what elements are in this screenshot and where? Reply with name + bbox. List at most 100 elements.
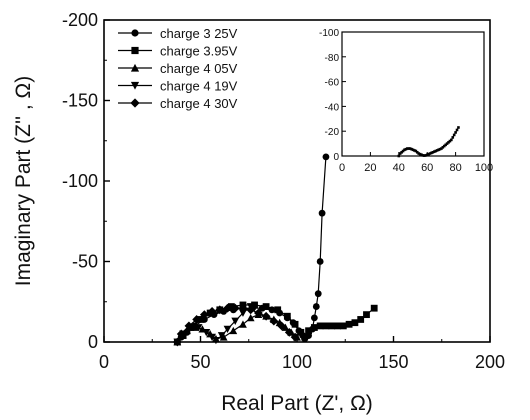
- x-axis-label: Real Part (Z', Ω): [221, 392, 373, 415]
- inset-data-point: [421, 154, 425, 157]
- data-point: [283, 312, 291, 320]
- data-point: [370, 304, 378, 312]
- inset-data-point: [397, 154, 401, 158]
- data-point: [328, 322, 336, 330]
- inset-data-point: [444, 143, 447, 147]
- data-point: [301, 333, 309, 341]
- inset-data-point: [442, 144, 446, 148]
- data-point: [277, 321, 286, 331]
- inset-data-point: [428, 152, 432, 155]
- x-tick-label: 150: [378, 352, 408, 372]
- data-point: [345, 320, 353, 328]
- inset-x-tick-label: 40: [393, 162, 405, 174]
- data-point: [208, 333, 216, 342]
- data-point: [318, 209, 326, 217]
- inset-y-tick-label: -20: [325, 127, 340, 138]
- inset-data-point: [398, 152, 402, 155]
- series-line: [176, 156, 327, 343]
- data-point: [194, 324, 203, 332]
- data-point: [357, 316, 365, 323]
- legend-marker: [131, 29, 139, 37]
- inset-data-point: [441, 146, 445, 149]
- inset-y-tick-label: 0: [333, 152, 339, 163]
- data-point: [339, 322, 347, 330]
- inset-data-point: [445, 142, 449, 145]
- inset-data-point: [411, 148, 415, 152]
- data-point: [227, 303, 235, 310]
- legend-entry-1: charge 3 25V: [118, 26, 238, 41]
- y-tick-label: -200: [62, 10, 98, 30]
- inset-plot: 0 20 40 60 80 100 0 -20 -40 -60 -80 -100: [319, 28, 493, 174]
- series-5: [172, 303, 300, 347]
- data-point: [297, 328, 305, 336]
- inset-data-point: [447, 141, 450, 144]
- inset-data-point: [434, 149, 438, 153]
- inset-data-point: [452, 133, 456, 137]
- legend-entry-4: charge 4 19V: [118, 79, 238, 94]
- data-point: [223, 303, 232, 313]
- data-point: [223, 325, 232, 334]
- data-point: [192, 315, 202, 324]
- inset-data-point: [417, 152, 420, 155]
- inset-data-point: [437, 148, 440, 152]
- legend-entry-3: charge 4 05V: [118, 61, 238, 76]
- inset-x-tick-label: 20: [364, 162, 376, 174]
- data-point: [246, 305, 256, 315]
- legend-label: charge 3 25V: [160, 26, 238, 41]
- inset-data-point: [454, 131, 457, 134]
- x-tick-label: 100: [282, 352, 312, 372]
- inset-data-point: [415, 150, 419, 154]
- data-point: [291, 320, 299, 328]
- inset-data-point: [418, 152, 422, 156]
- data-point: [316, 258, 324, 265]
- data-point: [284, 327, 294, 337]
- inset-x-tick-label: 60: [421, 162, 433, 174]
- inset-data-point: [404, 147, 408, 151]
- legend-label: charge 3.95V: [160, 44, 238, 59]
- inset-data-point: [407, 147, 411, 150]
- data-point: [184, 321, 194, 331]
- data-point: [274, 306, 282, 314]
- inset-frame: [341, 31, 485, 157]
- y-tick-label: 0: [88, 332, 98, 352]
- data-point: [202, 328, 211, 337]
- inset-data-point: [435, 149, 439, 152]
- inset-data-point: [414, 149, 418, 153]
- inset-x-tick-label: 80: [449, 162, 461, 174]
- inset-x-tick-label: 100: [475, 162, 493, 174]
- inset-data-point: [440, 147, 443, 150]
- inset-data-point: [457, 126, 460, 129]
- data-point: [251, 301, 258, 309]
- data-point: [261, 311, 271, 321]
- data-point: [269, 316, 279, 326]
- inset-y-tick-label: -80: [325, 53, 340, 64]
- data-point: [310, 314, 318, 322]
- inset-series-1: [397, 126, 460, 158]
- inset-data-point: [423, 154, 426, 157]
- x-tick-label: 50: [190, 352, 210, 372]
- inset-data-point: [408, 147, 412, 150]
- data-point: [322, 322, 330, 330]
- data-point: [281, 323, 290, 331]
- inset-data-point: [430, 151, 433, 155]
- data-point: [199, 310, 209, 320]
- legend-entry-5: charge 4 30V: [118, 96, 238, 111]
- inset-y-tick-label: -60: [325, 78, 340, 89]
- inset-data-point: [400, 150, 403, 154]
- data-point: [217, 332, 226, 340]
- inset-data-point: [427, 152, 430, 156]
- data-point: [207, 307, 217, 316]
- inset-data-point: [401, 149, 405, 153]
- inset-data-point: [410, 147, 413, 151]
- inset-y-tick-label: -40: [325, 102, 340, 113]
- data-point: [172, 337, 182, 347]
- data-point: [238, 303, 248, 313]
- inset-data-point: [420, 153, 423, 157]
- x-tick-label: 200: [475, 352, 505, 372]
- legend-entry-2: charge 3.95V: [118, 44, 238, 59]
- data-point: [231, 317, 240, 325]
- data-point: [215, 305, 225, 315]
- data-point: [254, 308, 263, 318]
